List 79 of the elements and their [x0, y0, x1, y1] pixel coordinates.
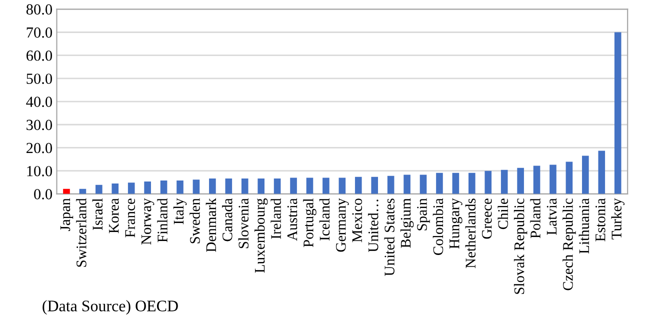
y-tick-label: 80.0 — [26, 4, 52, 15]
x-tick-label: Latvia — [546, 198, 557, 235]
y-tick-label: 0.0 — [34, 189, 52, 200]
bar — [614, 32, 622, 194]
bar — [404, 174, 410, 194]
bar — [63, 188, 70, 194]
bar — [387, 176, 394, 194]
bar — [144, 181, 151, 194]
x-tick-label: Iceland — [319, 198, 330, 240]
x-tick-label: Netherlands — [465, 198, 476, 268]
y-tick-label: 40.0 — [26, 96, 52, 108]
y-tick-label: 50.0 — [26, 74, 52, 84]
bar — [258, 178, 264, 194]
x-tick-label: Denmark — [206, 198, 216, 252]
x-tick-label: Poland — [530, 198, 540, 238]
x-tick-label: Korea — [109, 198, 119, 234]
bar — [484, 170, 492, 194]
bar — [452, 172, 460, 194]
x-tick-label: Lithuania — [578, 198, 590, 254]
x-tick-label: United States — [384, 198, 394, 276]
bar — [225, 178, 232, 194]
y-tick-label: 60.0 — [26, 50, 52, 61]
bar — [241, 178, 248, 194]
bar — [371, 176, 378, 194]
x-tick-label: Estonia — [595, 198, 606, 242]
bar — [500, 170, 508, 194]
text: (Data Source) OECD — [42, 300, 178, 315]
bar — [338, 178, 346, 194]
bar — [274, 178, 281, 194]
x-tick-label: Italy — [173, 198, 187, 224]
x-tick-label: Sweden — [190, 198, 200, 244]
bar — [176, 180, 184, 194]
x-tick-label: Luxembourg — [254, 198, 268, 273]
x-tick-label: Japan — [60, 198, 74, 231]
bar — [160, 180, 168, 194]
bar — [96, 184, 102, 194]
x-tick-label: Czech Republic — [562, 198, 576, 290]
bar — [290, 178, 297, 194]
bar — [533, 166, 540, 194]
x-tick-label: Spain — [417, 198, 430, 230]
bar — [112, 184, 119, 194]
bar — [192, 180, 200, 194]
x-tick-label: Colombia — [432, 198, 444, 255]
x-tick-label: Slovenia — [238, 198, 249, 248]
bar — [582, 156, 589, 194]
y-tick-label: 30.0 — [26, 120, 52, 130]
x-tick-label: Chile — [498, 198, 508, 230]
x-tick-label: Finland — [157, 198, 168, 242]
bar — [468, 172, 476, 194]
x-tick-label: Hungary — [450, 198, 462, 249]
bar — [598, 150, 606, 194]
bar — [436, 172, 443, 194]
x-tick-label: Slovak Republic — [514, 198, 528, 294]
bar — [420, 174, 427, 194]
bar — [322, 178, 330, 194]
bar — [128, 182, 135, 194]
x-tick-label: Belgium — [400, 198, 414, 248]
x-tick-label: Turkey — [611, 198, 624, 240]
y-tick-label: 70.0 — [26, 27, 52, 38]
x-tick-label: United… — [368, 200, 378, 252]
x-tick-label: France — [125, 198, 136, 238]
bar — [354, 176, 362, 194]
x-tick-label: Germany — [336, 198, 349, 252]
x-tick-label: Austria — [287, 198, 298, 241]
x-tick-label: Norway — [141, 198, 154, 245]
bar — [209, 178, 216, 194]
x-tick-label: Switzerland — [76, 198, 86, 267]
x-tick-label: Greece — [482, 198, 492, 239]
bar — [566, 162, 573, 194]
bar — [517, 168, 524, 194]
x-tick-label: Portugal — [303, 198, 316, 248]
x-tick-label: Mexico — [352, 198, 362, 242]
x-tick-label: Israel — [92, 198, 103, 230]
bar — [550, 164, 556, 194]
x-tick-label: Ireland — [270, 198, 281, 239]
x-tick-label: Canada — [222, 198, 232, 242]
y-tick-label: 20.0 — [26, 142, 52, 154]
y-tick-label: 10.0 — [27, 166, 52, 176]
bar — [306, 178, 314, 194]
